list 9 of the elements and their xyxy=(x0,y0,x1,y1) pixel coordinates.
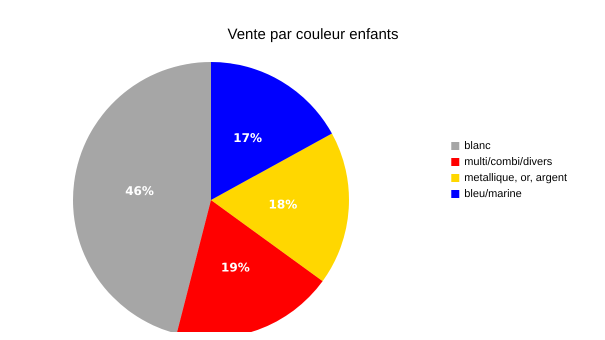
data-label: 46% xyxy=(125,184,154,198)
data-label: 19% xyxy=(221,260,250,275)
legend-label: multi/combi/divers xyxy=(464,156,553,168)
chart-title: Vente par couleur enfants xyxy=(228,26,398,43)
data-label: 18% xyxy=(268,198,298,212)
data-label: 17% xyxy=(233,131,262,146)
legend-label: bleu/marine xyxy=(464,188,522,200)
legend-label: blanc xyxy=(464,140,492,152)
legend-label: metallique, or, argent xyxy=(464,172,568,184)
